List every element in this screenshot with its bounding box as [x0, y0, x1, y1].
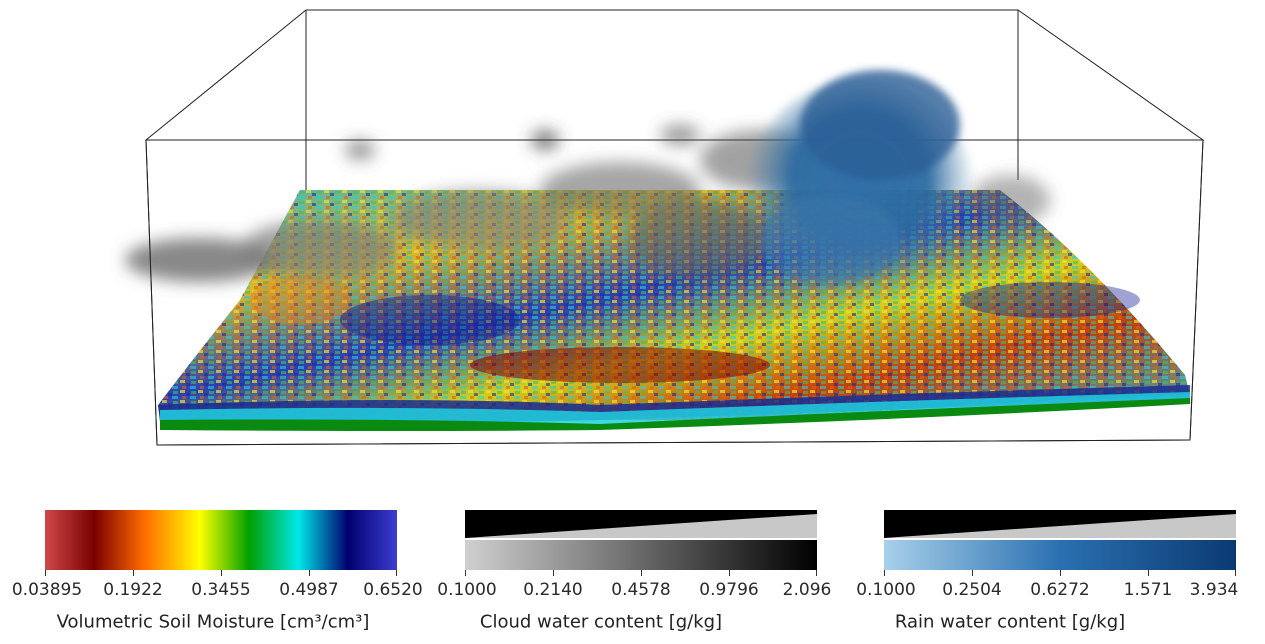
cloud-water-gradient — [465, 510, 817, 570]
rain-colorbar-label: Rain water content [g/kg] — [894, 611, 1126, 633]
rain-tick-0: 0.1000 — [856, 580, 916, 600]
cloud-tick-4: 2.096 — [782, 580, 832, 600]
soil-moisture-3d-render — [125, 9, 1205, 446]
cloud-colorbar-label: Cloud water content [g/kg] — [479, 611, 723, 633]
rain-tick-4: 3.934 — [1189, 580, 1239, 600]
cloud-tick-3: 0.9796 — [699, 580, 759, 600]
soil-tick-1: 0.1922 — [103, 580, 163, 600]
soil-tick-2: 0.3455 — [191, 580, 251, 600]
cloud-water-colorbar: 0.1000 0.2140 0.4578 0.9796 2.096 Cloud … — [437, 510, 831, 640]
rain-water-colorbar: 0.1000 0.2504 0.6272 1.571 3.934 Rain wa… — [856, 510, 1239, 640]
rain-water-volume — [745, 70, 975, 300]
soil-moisture-colorbar: 0.03895 0.1922 0.3455 0.4987 0.6520 Volu… — [12, 510, 423, 640]
cloud-tick-0: 0.1000 — [437, 580, 497, 600]
rain-tick-3: 1.571 — [1123, 580, 1173, 600]
cloud-tick-2: 0.4578 — [611, 580, 671, 600]
soil-tick-0: 0.03895 — [11, 580, 83, 600]
soil-tick-3: 0.4987 — [279, 580, 339, 600]
rain-tick-1: 0.2504 — [942, 580, 1002, 600]
rain-tick-2: 0.6272 — [1030, 580, 1090, 600]
soil-colorbar-label: Volumetric Soil Moisture [cm³/cm³] — [56, 611, 370, 633]
cloud-tick-1: 0.2140 — [523, 580, 583, 600]
rain-water-gradient — [884, 510, 1236, 570]
soil-moisture-gradient — [45, 510, 397, 570]
soil-tick-4: 0.6520 — [363, 580, 423, 600]
